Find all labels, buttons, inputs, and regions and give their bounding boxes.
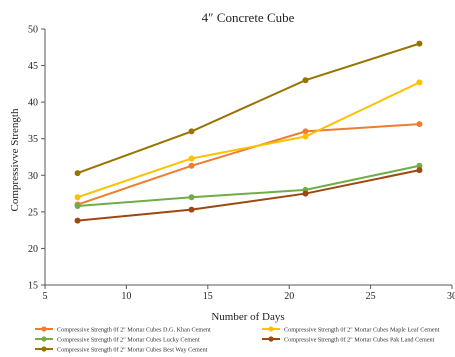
- chart-title: 4″ Concrete Cube: [202, 10, 295, 25]
- x-axis-label: Number of Days: [211, 311, 284, 323]
- legend-label: Compressive Strength 0f 2" Mortar Cubes …: [57, 347, 208, 354]
- data-point: [416, 162, 423, 169]
- y-tick-label: 45: [28, 61, 38, 72]
- x-tick-label: 10: [121, 291, 131, 302]
- data-point: [74, 203, 81, 210]
- data-point: [188, 206, 195, 213]
- data-point: [74, 170, 81, 177]
- x-tick-label: 25: [366, 291, 376, 302]
- series-5: [74, 40, 423, 177]
- data-point: [302, 77, 309, 84]
- legend-swatch-marker: [41, 336, 47, 342]
- legend-label: Compressive Strength 0f 2" Mortar Cubes …: [284, 327, 440, 334]
- series-line: [77, 123, 420, 206]
- y-tick-label: 30: [28, 171, 38, 182]
- series-line: [77, 164, 420, 208]
- legend-label: Compressive Strength 0f 2" Mortar Cubes …: [57, 327, 211, 334]
- data-point: [74, 194, 81, 201]
- series-layer: [74, 40, 423, 224]
- data-point: [188, 194, 195, 201]
- y-tick-label: 40: [28, 98, 38, 109]
- x-tick-label: 20: [284, 291, 294, 302]
- y-tick-label: 20: [28, 244, 38, 255]
- data-point: [188, 155, 195, 162]
- legend-item: Compressive Strength 0f 2" Mortar Cubes …: [35, 336, 200, 344]
- y-tick-label: 15: [28, 281, 38, 292]
- series-line: [77, 42, 420, 175]
- legend-label: Compressive Strength 0f 2" Mortar Cubes …: [57, 337, 200, 344]
- legend-label: Compressive Strength 0f 2" Mortar Cubes …: [284, 337, 435, 344]
- legend-item: Compressive Strength 0f 2" Mortar Cubes …: [35, 346, 208, 354]
- legend: Compressive Strength 0f 2" Mortar Cubes …: [35, 326, 440, 354]
- series-4: [74, 167, 423, 224]
- data-point: [416, 79, 423, 86]
- x-tick-label: 15: [203, 291, 213, 302]
- data-point: [416, 121, 423, 128]
- series-2: [74, 79, 423, 201]
- data-point: [302, 133, 309, 140]
- y-tick-label: 35: [28, 134, 38, 145]
- series-line: [77, 169, 420, 222]
- data-point: [188, 162, 195, 169]
- legend-swatch-marker: [41, 346, 47, 352]
- y-tick-label: 50: [28, 25, 38, 36]
- data-point: [188, 128, 195, 135]
- series-line: [77, 81, 420, 199]
- y-tick-label: 25: [28, 207, 38, 218]
- legend-item: Compressive Strength 0f 2" Mortar Cubes …: [35, 326, 211, 334]
- data-point: [302, 128, 309, 135]
- data-point: [416, 40, 423, 47]
- series-1: [74, 121, 423, 208]
- legend-swatch-marker: [41, 326, 47, 332]
- data-point: [416, 167, 423, 174]
- axes: 15 20 25 30 35 40 45 50 5 10 15 20 25 30: [28, 25, 455, 303]
- y-axis-label: Compressivve Strength: [9, 108, 21, 211]
- legend-swatch-marker: [268, 326, 274, 332]
- x-tick-label: 5: [43, 291, 48, 302]
- data-point: [302, 190, 309, 197]
- legend-item: Compressive Strength 0f 2" Mortar Cubes …: [262, 336, 435, 344]
- legend-item: Compressive Strength 0f 2" Mortar Cubes …: [262, 326, 440, 334]
- x-tick-label: 30: [447, 291, 455, 302]
- legend-swatch-marker: [268, 336, 274, 342]
- data-point: [74, 217, 81, 224]
